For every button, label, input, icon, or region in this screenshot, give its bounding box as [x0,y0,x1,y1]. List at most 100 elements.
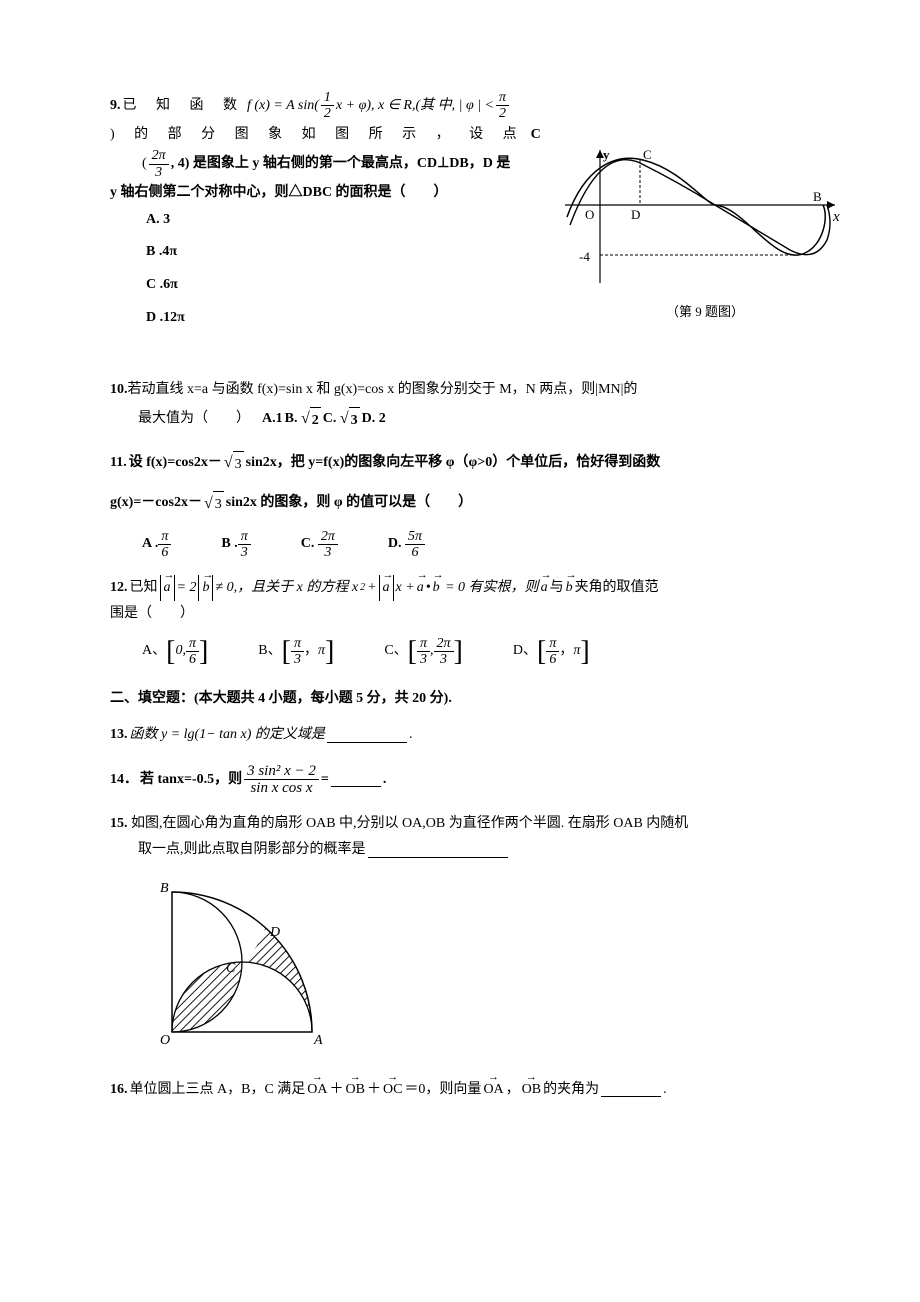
q12-a3: a [417,575,424,602]
q10-num: 10. [110,382,128,397]
q11-l2-post: sin2x 的图象，则 φ 的值可以是（ ） [226,490,472,517]
q16-post: 的夹角为 [543,1077,599,1104]
q14-blank [331,773,381,787]
q12-pre: 已知 [130,575,158,602]
q12-line1: 12. 已知 a = 2 b ≠ 0,，且关于 x 的方程 x 2 + a x … [110,575,825,602]
question-10: 10.若动直线 x=a 与函数 f(x)=sin x 和 g(x)=cos x … [110,377,825,434]
q9-frac1: 12 [321,90,334,122]
q10-max: 最大值为（ ） [138,406,250,433]
q10-text1: 若动直线 x=a 与函数 f(x)=sin x 和 g(x)=cos x 的图象… [128,382,638,397]
q10-opt-d: D. 2 [362,406,386,433]
q15-line1: 15. 如图,在圆心角为直角的扇形 OAB 中,分别以 OA,OB 为直径作两个… [110,811,825,838]
q9-post: ) 的 部 分 图 象 如 图 所 示 ， 设 点 [110,122,525,149]
q12-xplus: x + [396,575,415,602]
q16-OA1: OA [307,1077,327,1104]
q16-eq0: ＝0，则向量 [404,1077,481,1104]
q12-with: 与 [550,575,564,602]
question-12: 12. 已知 a = 2 b ≠ 0,，且关于 x 的方程 x 2 + a x … [110,575,825,668]
q9-pre: 已 知 函 数 [123,93,246,120]
q15-text2: 取一点,则此点取自阴影部分的概率是 [138,837,366,864]
q15-line2: 取一点,则此点取自阴影部分的概率是 [110,837,825,864]
q16-blank [601,1083,661,1097]
q9-figure: y x C O D B -4 （第 9 题图） [565,145,845,324]
q12-opt-c: C、 [ π3, 2π3 ] [384,636,463,668]
q9-D-pt: D [631,207,640,222]
q15-C: C [226,961,236,976]
q9-svg: y x C O D B -4 [565,145,845,295]
q9-fig-caption: （第 9 题图） [565,300,845,325]
question-14: 14． 若 tanx=-0.5，则 3 sin² x − 2sin x cos … [110,763,825,797]
q11-line2: g(x)=－cos2x－ √3 sin2x 的图象，则 φ 的值可以是（ ） [110,489,825,519]
q15-blank [368,844,508,858]
q15-svg: O A B C D [152,872,332,1052]
q9-mid: x + φ), x ∈ R,(其 中, | φ | < [336,93,494,120]
q11-num: 11. [110,450,127,477]
q12-a2: a [383,575,390,602]
q9-C: C [531,122,541,149]
q12-b3: b [566,575,573,602]
q11-l2-pre: g(x)=－cos2x－ [110,490,202,517]
q16-plus2: ＋ [367,1077,381,1104]
q11-pre: 设 f(x)=cos2x－ [129,450,222,477]
q11-options: A .π6 B .π3 C. 2π3 D. 5π6 [110,529,825,561]
q15-O: O [160,1033,170,1048]
q11-rad2: 3 [213,491,224,519]
q9-frac2: π2 [496,90,509,122]
q10-opt-a: A.1 [262,406,283,433]
question-13: 13. 函数 y = lg(1− tan x) 的定义域是 . [110,722,825,749]
q10-opt-c: C. √3 [323,404,360,434]
q9-O-pt: O [585,207,594,222]
q9-y-label: y [603,147,610,162]
q16-plus1: ＋ [330,1077,344,1104]
q14-post: . [383,767,387,794]
q12-eq0: = 0 有实根，则 [442,575,539,602]
q16-comma: ， [506,1077,520,1104]
q11-line1: 11. 设 f(x)=cos2x－ √3 sin2x，把 y=f(x)的图象向左… [110,448,825,478]
q12-plus: + [367,575,376,602]
q9-B-pt: B [813,189,822,204]
q12-opt-b: B、 [ π3， π ] [258,636,334,668]
q15-figure: O A B C D [152,872,825,1063]
q14-frac: 3 sin² x − 2sin x cos x [244,763,319,797]
q12-a1: a [164,575,171,602]
q13-text: 函数 y = lg(1− tan x) 的定义域是 [130,722,325,749]
q9-opt-a: A. 3 [146,207,346,234]
q13-post: . [409,722,413,749]
q15-text1: 如图,在圆心角为直角的扇形 OAB 中,分别以 OA,OB 为直径作两个半圆. … [128,816,689,831]
q16-OB1: OB [346,1077,365,1104]
q15-A: A [313,1033,323,1048]
q12-eq2: = 2 [177,575,197,602]
q12-line2: 围是（ ） [110,601,825,628]
q12-opt-a: A、 [ 0, π6 ] [142,636,208,668]
q14-eq: = [321,767,329,794]
q9-fx: f (x) = A sin( [247,93,319,120]
q12-options: A、 [ 0, π6 ] B、 [ π3， π ] C、 [ π3, 2π3 ]… [110,636,825,668]
question-15: 15. 如图,在圆心角为直角的扇形 OAB 中,分别以 OA,OB 为直径作两个… [110,811,825,1063]
question-11: 11. 设 f(x)=cos2x－ √3 sin2x，把 y=f(x)的图象向左… [110,448,825,561]
q9-options: A. 3 B .4π C .6π D .12π [110,207,530,337]
q11-opt-d: D. 5π6 [388,529,425,561]
q12-num: 12. [110,575,128,602]
question-16: 16. 单位圆上三点 A，B，C 满足 OA ＋ OB ＋ OC ＝0，则向量 … [110,1077,825,1104]
q12-a4: a [541,575,548,602]
q12-opt-d: D、 [ π6， π ] [513,636,590,668]
q11-opt-b: B .π3 [221,529,250,561]
q9-opt-b: B .4π [146,239,346,266]
q16-OC: OC [383,1077,402,1104]
q15-B: B [160,881,169,896]
q11-opt-a: A .π6 [142,529,171,561]
q15-D: D [269,925,280,940]
q9-neg4: -4 [579,249,590,264]
q14-pre: 若 tanx=-0.5，则 [140,767,242,794]
q16-pre: 单位圆上三点 A，B，C 满足 [130,1077,306,1104]
q9-frac3: 2π3 [149,148,169,180]
q14-num: 14． [110,767,138,794]
q12-post: 夹角的取值范 [575,575,659,602]
q12-sq: 2 [360,578,365,597]
q12-neq0: ≠ 0,，且关于 x 的方程 x [215,575,358,602]
q9-num: 9. [110,93,121,120]
question-9: 9. 已 知 函 数 f (x) = A sin( 12 x + φ), x ∈… [110,90,825,337]
q9-x-label: x [832,209,840,225]
q10-opt-b: B. √2 [285,404,321,434]
q13-blank [327,729,407,743]
